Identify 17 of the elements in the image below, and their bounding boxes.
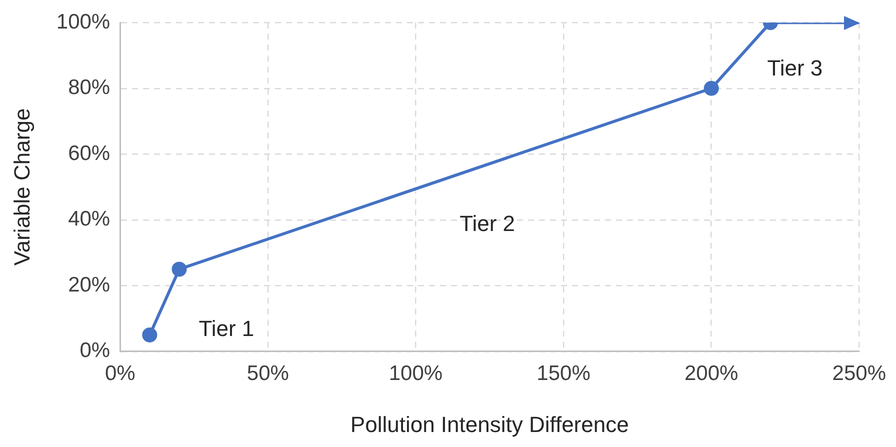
y-axis-title: Variable Charge bbox=[9, 108, 34, 266]
y-tick-label: 20% bbox=[68, 273, 110, 296]
y-tick-label: 100% bbox=[56, 10, 110, 34]
x-tick-label: 200% bbox=[684, 362, 738, 385]
y-tick-label: 60% bbox=[68, 142, 110, 165]
x-tick-label: 250% bbox=[832, 362, 886, 385]
x-tick-label: 50% bbox=[246, 362, 289, 385]
annotation: Tier 3 bbox=[767, 56, 823, 81]
x-tick-label: 0% bbox=[104, 362, 136, 385]
y-tick-label: 0% bbox=[80, 339, 110, 362]
x-tick-label: 100% bbox=[388, 362, 443, 385]
annotation: Tier 1 bbox=[198, 316, 254, 342]
x-tick-label: 150% bbox=[536, 362, 590, 385]
y-tick-label: 40% bbox=[68, 208, 110, 231]
x-axis-title: Pollution Intensity Difference bbox=[350, 412, 629, 437]
annotation: Tier 2 bbox=[460, 210, 515, 236]
y-tick-label: 80% bbox=[68, 76, 110, 100]
